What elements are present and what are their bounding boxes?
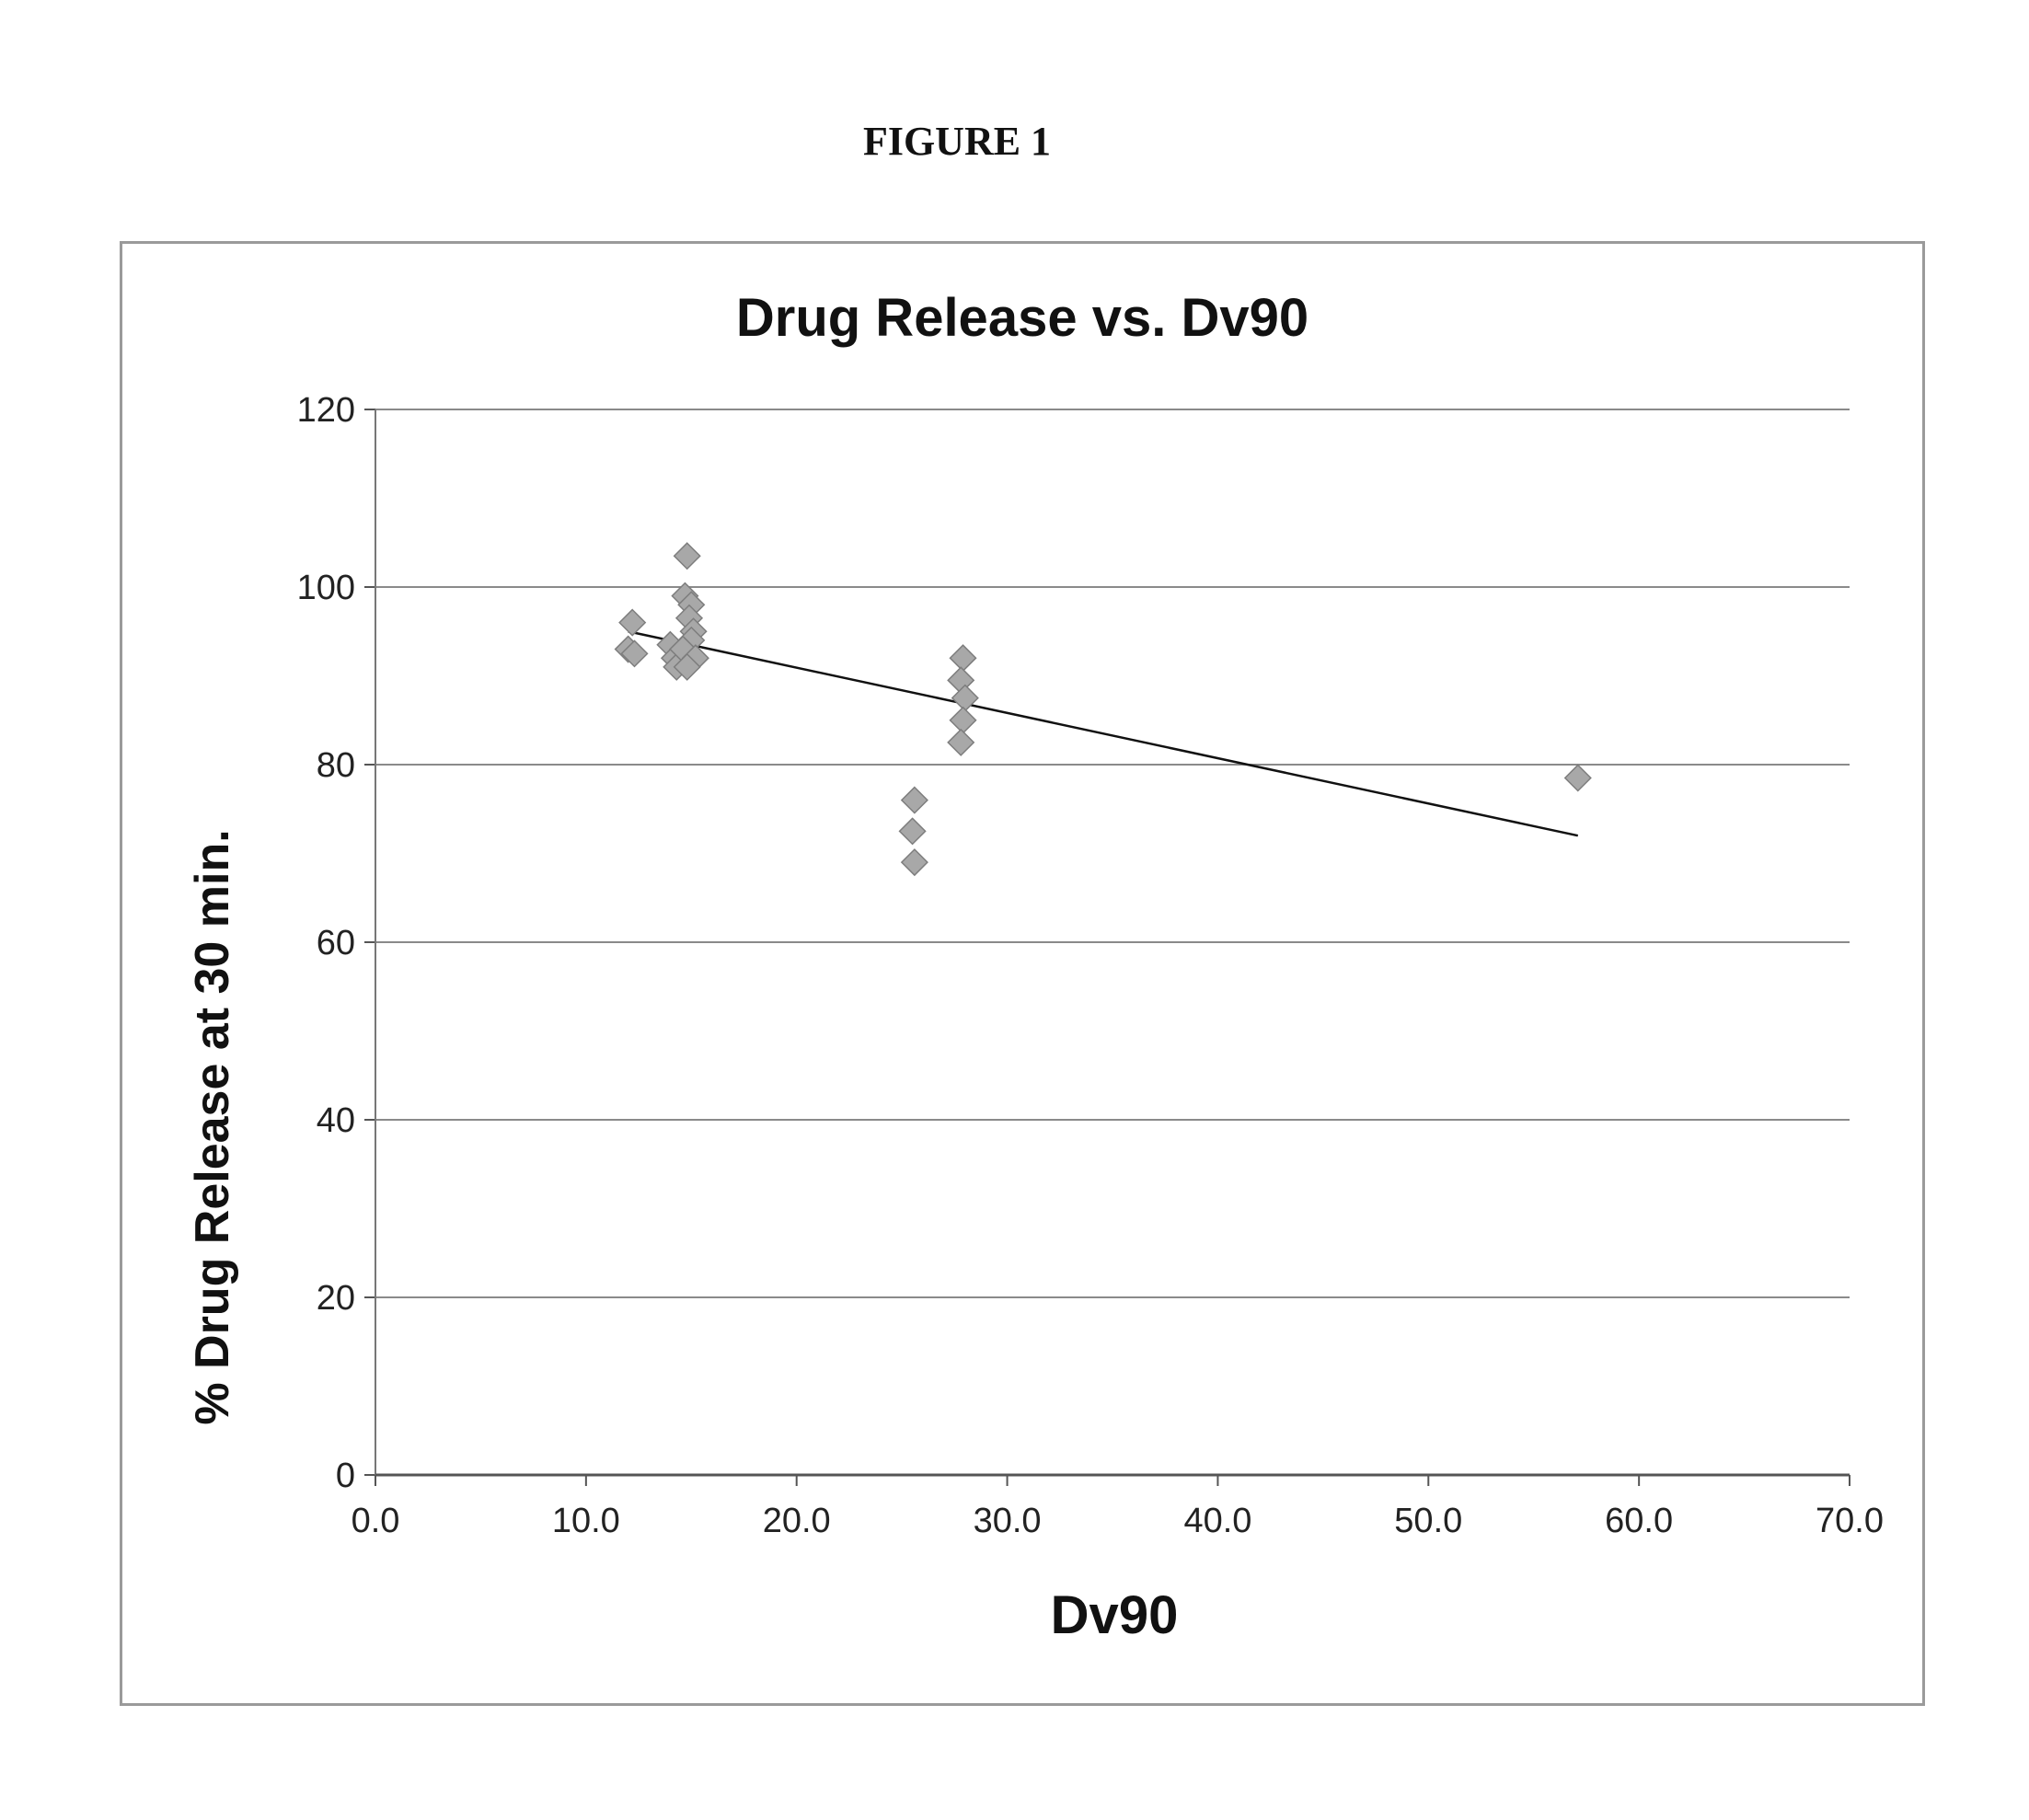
x-tick-label: 70.0 [1816, 1502, 1884, 1540]
tick-labels: 0 20 40 60 80 100 120 0.0 10.0 20.0 30.0 40.0 50.0 60… [297, 391, 1884, 1540]
x-tick-label: 50.0 [1394, 1502, 1462, 1540]
x-axis-label: Dv90 [1051, 1585, 1179, 1645]
chart-frame: Drug Release vs. Dv90 0 20 40 60 80 100 120 0.0… [120, 241, 1925, 1706]
trendline-layer [628, 631, 1578, 835]
data-point [1565, 765, 1591, 790]
y-tick-label: 120 [297, 391, 355, 430]
y-tick-label: 0 [336, 1457, 355, 1495]
x-tick-label: 60.0 [1605, 1502, 1673, 1540]
data-point [619, 610, 645, 636]
y-tick-label: 100 [297, 569, 355, 607]
x-tick-label: 20.0 [763, 1502, 831, 1540]
figure-label: FIGURE 1 [0, 118, 1914, 165]
y-axis-label: % Drug Release at 30 min. [186, 829, 239, 1424]
y-tick-label: 60 [317, 924, 355, 962]
x-tick-label: 0.0 [352, 1502, 400, 1540]
gridlines [375, 409, 1850, 1297]
data-point [902, 788, 928, 813]
data-point [902, 849, 928, 875]
data-point [948, 730, 974, 755]
x-tick-label: 30.0 [974, 1502, 1042, 1540]
x-tick-label: 10.0 [552, 1502, 620, 1540]
data-point [951, 645, 976, 671]
scatter-chart: Drug Release vs. Dv90 0 20 40 60 80 100 120 0.0… [122, 244, 1922, 1703]
y-tick-label: 80 [317, 746, 355, 785]
x-tick-label: 40.0 [1183, 1502, 1251, 1540]
chart-title: Drug Release vs. Dv90 [736, 288, 1308, 348]
trendline [628, 631, 1578, 835]
y-tick-label: 40 [317, 1101, 355, 1140]
data-point [674, 543, 700, 569]
axes [364, 409, 1850, 1486]
data-point [951, 708, 976, 733]
data-points [616, 543, 1591, 875]
data-point [900, 818, 926, 844]
y-tick-label: 20 [317, 1279, 355, 1318]
